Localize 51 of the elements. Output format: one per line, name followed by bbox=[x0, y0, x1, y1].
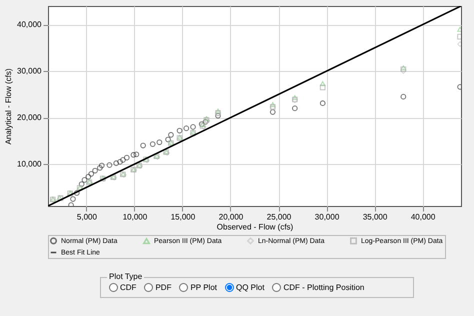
point bbox=[134, 152, 140, 158]
point bbox=[124, 154, 130, 160]
text: CDF bbox=[119, 283, 136, 292]
point bbox=[74, 190, 80, 196]
point bbox=[270, 109, 276, 115]
point bbox=[117, 159, 123, 165]
x-tick-label: 15,000 bbox=[170, 212, 196, 222]
point bbox=[82, 177, 88, 183]
point bbox=[113, 160, 119, 166]
point bbox=[86, 174, 92, 180]
point bbox=[120, 157, 126, 163]
point bbox=[320, 100, 326, 106]
point bbox=[156, 139, 162, 146]
point bbox=[190, 124, 196, 130]
point bbox=[400, 94, 406, 100]
point bbox=[98, 162, 105, 168]
point bbox=[106, 162, 112, 168]
point bbox=[70, 196, 76, 202]
point bbox=[320, 81, 326, 86]
point bbox=[150, 141, 156, 147]
point bbox=[320, 84, 326, 90]
point bbox=[168, 132, 174, 138]
text: Plot Type bbox=[107, 272, 144, 281]
y-tick-label: 20,000 bbox=[17, 113, 42, 122]
x-tick-label: 10,000 bbox=[122, 212, 148, 222]
x-tick-label: 20,000 bbox=[218, 212, 244, 222]
x-axis-title: Observed - Flow (cfs) bbox=[216, 222, 294, 232]
point bbox=[130, 152, 136, 158]
point bbox=[88, 171, 94, 177]
y-tick-label: 30,000 bbox=[17, 66, 42, 76]
x-tick-label: 30,000 bbox=[314, 212, 340, 222]
point bbox=[270, 102, 276, 108]
point bbox=[292, 106, 298, 112]
text: PP Plot bbox=[189, 283, 217, 292]
text: QQ Plot bbox=[235, 283, 264, 292]
point bbox=[140, 142, 146, 148]
point bbox=[78, 181, 84, 187]
point bbox=[165, 136, 171, 142]
x-tick-label: 40,000 bbox=[410, 212, 436, 222]
y-axis-title: Analytical - Flow (cfs) bbox=[4, 68, 14, 145]
point bbox=[184, 126, 190, 132]
text: PDF bbox=[154, 283, 172, 292]
point bbox=[176, 128, 182, 134]
x-tick-label: 5,000 bbox=[76, 212, 98, 222]
point bbox=[97, 165, 103, 171]
x-tick-label: 25,000 bbox=[266, 212, 292, 222]
point bbox=[92, 168, 98, 174]
y-tick-label: 10,000 bbox=[17, 160, 42, 169]
text: CDF - Plotting Position bbox=[282, 283, 364, 292]
y-tick-label: 40,000 bbox=[17, 20, 42, 30]
x-tick-label: 35,000 bbox=[362, 212, 388, 222]
